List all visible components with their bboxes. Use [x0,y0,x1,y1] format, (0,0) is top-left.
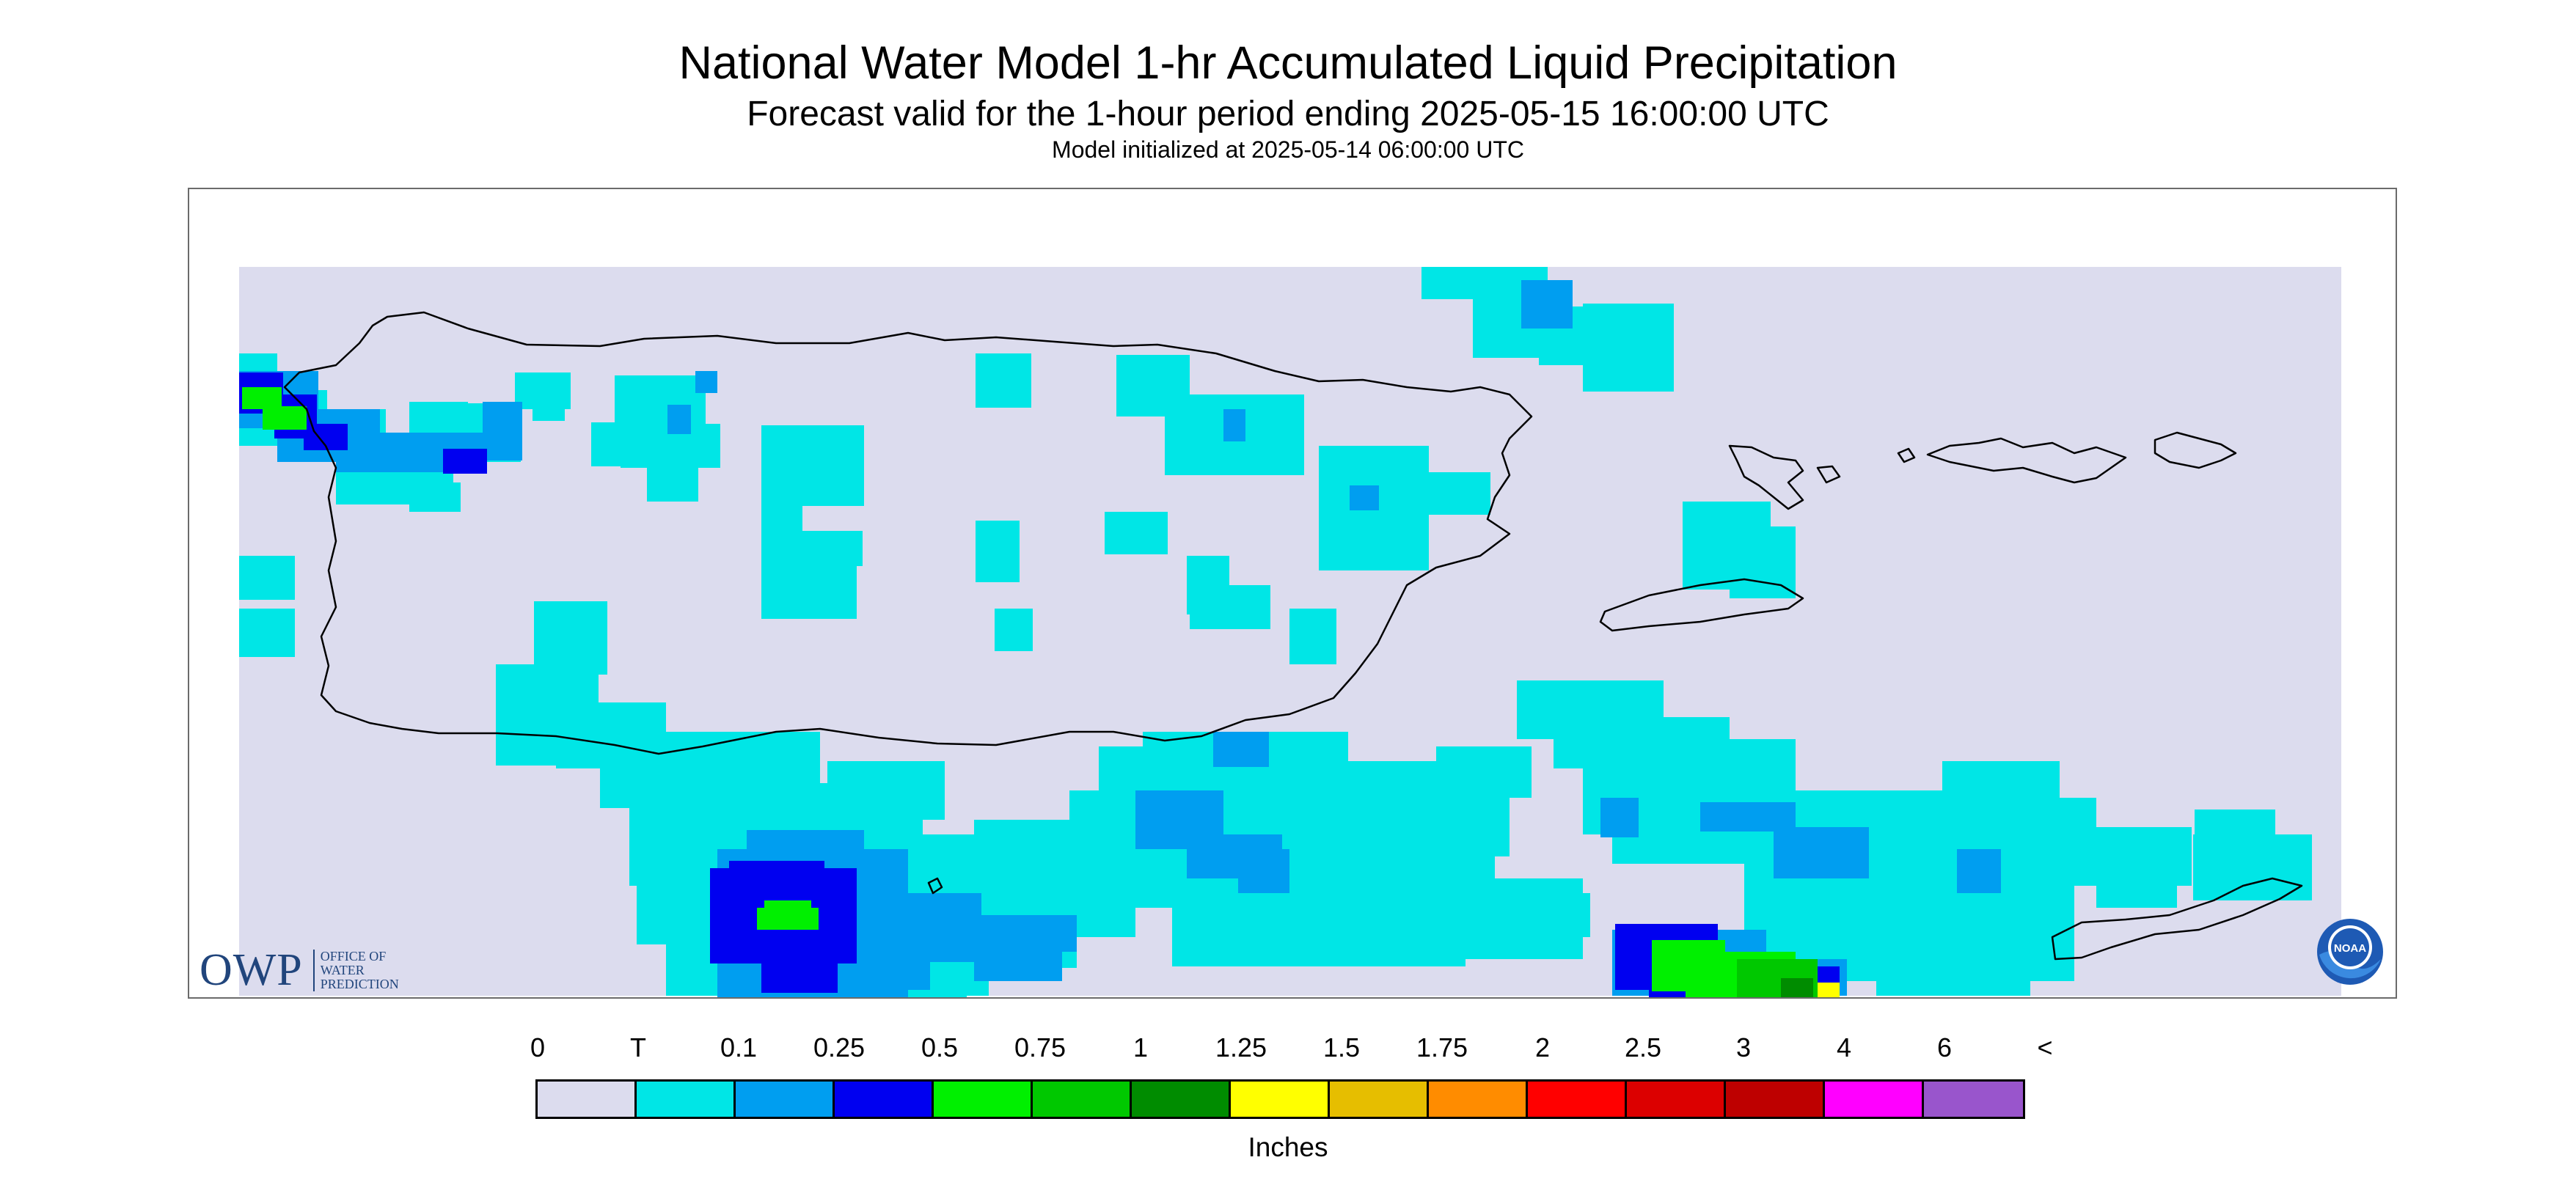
map-frame [188,188,2397,999]
map-title: National Water Model 1-hr Accumulated Li… [678,37,1898,89]
legend-tick-label: 4 [1836,1032,1852,1062]
legend-tick-label: 1.5 [1322,1032,1361,1062]
legend-tick-label: 1.75 [1416,1032,1468,1062]
legend-labels: 0 T 0.1 0.25 0.5 0.75 1 1.25 1.5 1.75 2 2.5 3 4 6 < [0,1032,2576,1069]
legend-swatch [835,1082,934,1117]
legend-tick-label: 0 [530,1032,546,1062]
legend-tick-label: 0.1 [720,1032,758,1062]
model-init-text: Model initialized at 2025-05-14 06:00:00… [1052,136,1524,163]
owp-sub-line: WATER [320,963,365,977]
noaa-logo: NOAA [2317,919,2383,985]
legend-swatch [1231,1082,1330,1117]
legend-tick-label: 2 [1534,1032,1551,1062]
precipitation-map [239,267,2341,997]
legend-tick-label: < [2037,1032,2053,1062]
legend-swatch [1528,1082,1627,1117]
legend-swatch [1924,1082,2023,1117]
legend-swatch [538,1082,637,1117]
legend-tick-label: 6 [1936,1032,1953,1062]
owp-logo-letters: OWP [200,945,303,995]
coastline [283,311,2303,961]
legend-swatch [934,1082,1033,1117]
noaa-logo-text: NOAA [2334,942,2366,955]
legend-tick-label: 0.25 [813,1032,866,1062]
legend-swatch [1825,1082,1924,1117]
legend-swatch [1033,1082,1132,1117]
owp-sub-line: OFFICE OF [320,949,387,963]
legend-swatch [637,1082,736,1117]
legend-swatch [1330,1082,1429,1117]
legend-tick-label: 1 [1133,1032,1149,1062]
legend-tick-label: 0.75 [1014,1032,1066,1062]
legend-tick-label: T [630,1032,646,1062]
legend-units: Inches [1248,1132,1328,1162]
legend-tick-label: 2.5 [1624,1032,1662,1062]
legend-swatch [1726,1082,1825,1117]
color-legend [535,1079,2025,1119]
legend-swatch [1429,1082,1528,1117]
legend-tick-label: 3 [1735,1032,1752,1062]
precip-1-area [1781,978,1813,997]
legend-swatch [1132,1082,1231,1117]
owp-logo-subtitle: OFFICE OF WATER PREDICTION [312,949,399,991]
legend-tick-label: 0.5 [921,1032,959,1062]
owp-logo: OWP OFFICE OF WATER PREDICTION [200,944,399,996]
legend-tick-label: 1.25 [1215,1032,1267,1062]
legend-swatch [1627,1082,1726,1117]
precip-1-25-area [1818,983,1840,997]
owp-sub-line: PREDICTION [320,977,399,991]
legend-swatch [736,1082,835,1117]
map-subtitle: Forecast valid for the 1-hour period end… [747,95,1829,133]
